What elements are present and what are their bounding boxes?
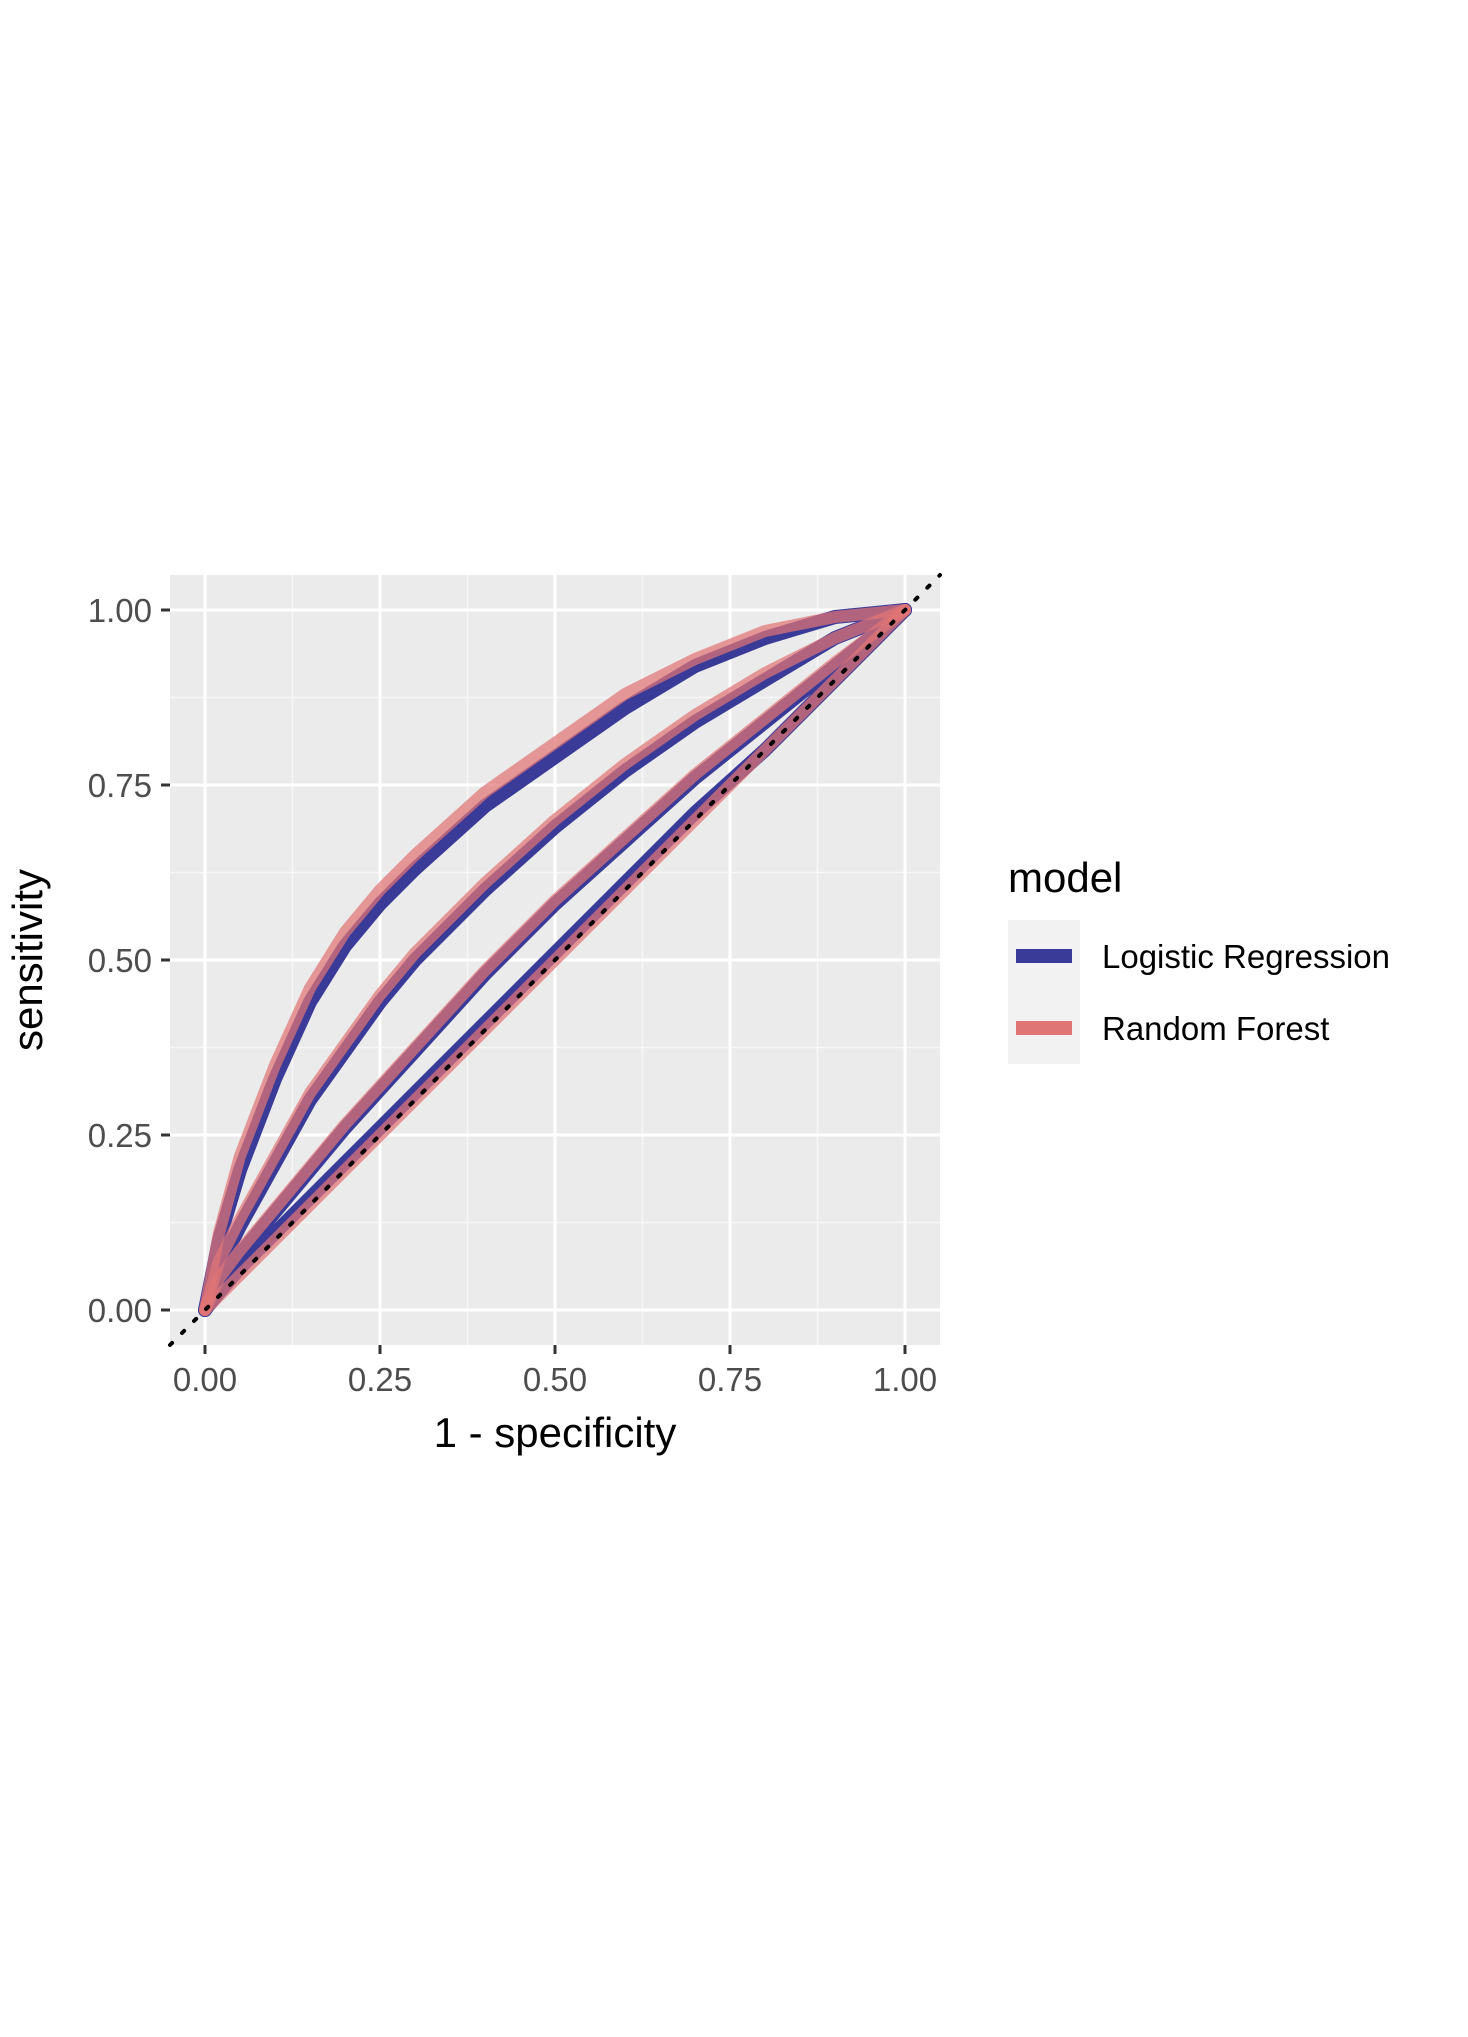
y-axis-title: sensitivity	[4, 869, 51, 1051]
roc-curve-line	[199, 604, 911, 1316]
x-tick-label: 0.25	[348, 1361, 412, 1398]
y-tick-label: 1.00	[88, 592, 152, 629]
roc-curve-line	[199, 604, 911, 1316]
legend: model Logistic Regression Random Forest	[1008, 854, 1390, 1064]
roc-curve-line	[199, 604, 911, 1316]
legend-entries: Logistic Regression Random Forest	[1016, 938, 1390, 1047]
x-tick-label: 1.00	[873, 1361, 937, 1398]
x-tick-label: 0.00	[173, 1361, 237, 1398]
x-tick-label: 0.75	[698, 1361, 762, 1398]
y-tick-label: 0.50	[88, 942, 152, 979]
legend-label: Logistic Regression	[1102, 938, 1390, 975]
legend-entry: Random Forest	[1016, 1010, 1329, 1047]
reference-diagonal	[168, 573, 942, 1347]
y-tick-label: 0.75	[88, 767, 152, 804]
legend-label: Random Forest	[1102, 1010, 1329, 1047]
legend-title: model	[1008, 854, 1122, 901]
roc-curves	[198, 603, 912, 1317]
legend-keys-background	[1008, 920, 1080, 1064]
x-axis-title: 1 - specificity	[434, 1409, 677, 1456]
x-axis: 0.00 0.25 0.50 0.75 1.00	[173, 1345, 937, 1398]
x-tick-label: 0.50	[523, 1361, 587, 1398]
y-tick-label: 0.25	[88, 1117, 152, 1154]
y-axis: 0.00 0.25 0.50 0.75 1.00	[88, 592, 170, 1329]
legend-entry: Logistic Regression	[1016, 938, 1390, 975]
y-tick-label: 0.00	[88, 1292, 152, 1329]
